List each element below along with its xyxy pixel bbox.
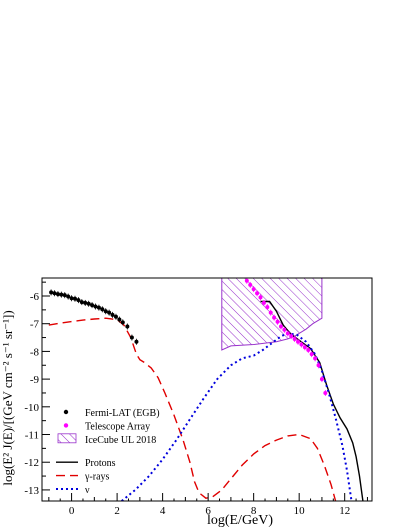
data-point-ta-6 [265, 305, 270, 310]
data-point-fermi-24 [134, 339, 139, 344]
data-point-fermi-13 [93, 304, 98, 309]
data-point-fermi-10 [83, 300, 88, 305]
data-point-ta-18 [306, 348, 311, 353]
data-point-fermi-8 [76, 298, 81, 303]
data-point-ta-21 [316, 363, 321, 368]
y-tick-label-0: -6 [30, 291, 40, 303]
data-point-fermi-18 [110, 312, 115, 317]
data-point-fermi-16 [103, 309, 108, 314]
data-point-ta-11 [282, 327, 287, 332]
legend-marker-0 [63, 409, 69, 415]
data-point-fermi-19 [113, 314, 118, 319]
legend-label-1: Telescope Array [85, 421, 150, 432]
y-tick-label-1: -7 [30, 319, 40, 331]
data-point-ta-17 [302, 345, 307, 350]
data-point-ta-14 [292, 336, 297, 341]
x-tick-label-1: 2 [114, 505, 120, 517]
data-point-fermi-21 [120, 320, 125, 325]
data-point-fermi-0 [49, 290, 54, 295]
data-point-ta-3 [255, 291, 260, 296]
data-point-ta-23 [323, 390, 328, 395]
y-tick-label-5: -11 [25, 430, 39, 442]
data-point-ta-8 [272, 315, 277, 320]
data-point-ta-19 [309, 352, 314, 357]
plot-frame [41, 277, 373, 502]
data-point-fermi-22 [125, 324, 130, 329]
plot-clip-group [48, 278, 364, 501]
data-point-ta-0 [244, 278, 249, 283]
data-point-fermi-20 [117, 317, 122, 322]
data-point-ta-5 [261, 300, 266, 305]
data-point-fermi-15 [100, 307, 105, 312]
legend-swatch-2 [57, 433, 77, 444]
x-tick-label-6: 12 [339, 505, 350, 517]
data-point-ta-9 [275, 319, 280, 324]
x-tick-label-2: 4 [160, 505, 166, 517]
x-tick-label-0: 0 [69, 505, 75, 517]
legend-label-4: γ-rays [84, 472, 110, 483]
y-tick-label-2: -8 [30, 346, 40, 358]
x-tick-label-4: 8 [251, 505, 257, 517]
x-axis-label: log(E/GeV) [207, 513, 273, 528]
data-point-ta-20 [313, 356, 318, 361]
x-tick-label-3: 6 [205, 505, 211, 517]
data-point-fermi-7 [73, 296, 77, 301]
data-point-fermi-5 [66, 294, 71, 299]
data-point-ta-7 [268, 310, 273, 315]
data-point-fermi-6 [69, 296, 74, 301]
series-line-gamma-rays [48, 317, 337, 501]
legend-label-0: Fermi-LAT (EGB) [85, 408, 160, 419]
data-point-ta-10 [278, 324, 283, 329]
legend: Fermi-LAT (EGB) Telescope Array IceCube UL… [56, 408, 160, 496]
data-point-fermi-4 [62, 293, 67, 298]
data-point-fermi-9 [79, 300, 84, 305]
data-point-fermi-2 [55, 292, 60, 297]
data-point-fermi-12 [90, 303, 95, 308]
data-point-ta-16 [299, 342, 304, 347]
series-line-neutrino [121, 332, 353, 501]
plot-area [48, 278, 364, 501]
data-point-fermi-14 [96, 305, 101, 310]
data-point-ta-15 [296, 339, 301, 344]
data-point-fermi-11 [86, 301, 91, 306]
data-point-ta-12 [285, 331, 290, 336]
data-point-ta-13 [289, 334, 294, 339]
data-point-ta-4 [258, 295, 263, 300]
y-tick-label-6: -12 [24, 457, 39, 469]
data-point-ta-22 [319, 377, 324, 382]
y-tick-label-3: -9 [30, 374, 40, 386]
y-axis-label: log(E² J(E)/[(GeV cm⁻² s⁻¹ sr⁻¹]) [0, 310, 15, 485]
y-tick-label-7: -13 [24, 485, 39, 497]
data-point-ta-1 [248, 282, 253, 287]
legend-marker-1 [63, 423, 69, 428]
legend-label-5: ν [85, 485, 90, 496]
y-tick-label-4: -10 [24, 402, 39, 414]
data-point-fermi-3 [59, 292, 64, 297]
axes: 0 2 4 6 8 10 12 -6 -7 -8 -9 -10 -11 -12 -13 [24, 277, 373, 517]
data-point-fermi-1 [52, 291, 57, 296]
data-point-ta-2 [251, 287, 256, 292]
legend-label-2: IceCube UL 2018 [85, 435, 156, 446]
series-line-protons [260, 300, 364, 501]
x-tick-label-5: 10 [294, 505, 306, 517]
data-point-fermi-23 [129, 335, 134, 340]
data-point-fermi-17 [107, 310, 112, 315]
legend-label-3: Protons [85, 458, 116, 469]
